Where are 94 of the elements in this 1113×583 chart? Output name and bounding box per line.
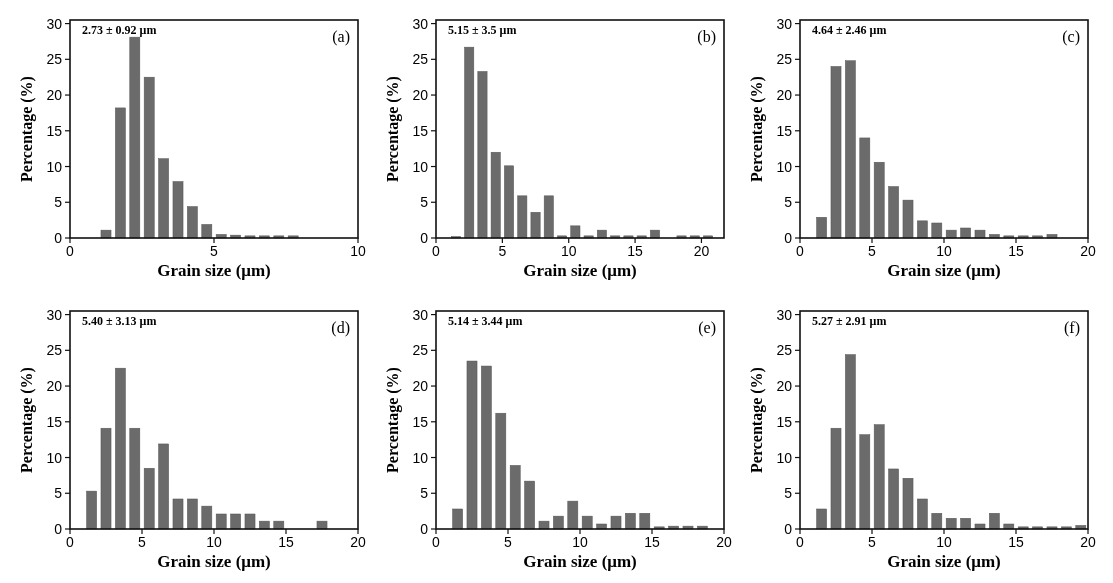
x-tick-label: 5	[210, 243, 219, 259]
x-axis-title: Grain size (μm)	[887, 261, 1001, 280]
annotation: (e)	[698, 319, 716, 337]
x-tick-label: 10	[206, 534, 222, 550]
y-tick-label: 15	[46, 122, 63, 139]
annotation: (c)	[1062, 28, 1080, 46]
y-tick-label: 25	[46, 51, 63, 68]
x-tick-label: 10	[560, 243, 577, 259]
x-tick-label: 20	[350, 534, 366, 550]
y-tick-label: 25	[776, 51, 793, 68]
annotation: (a)	[332, 28, 350, 46]
x-tick-label: 15	[644, 534, 660, 550]
y-tick-label: 0	[54, 230, 63, 246]
y-tick-label: 20	[46, 378, 63, 395]
annotation: 4.64 ± 2.46 μm	[812, 23, 887, 37]
annotation: (d)	[331, 319, 350, 337]
y-tick-label: 20	[412, 378, 429, 395]
y-tick-label: 15	[412, 413, 429, 430]
y-tick-label: 0	[784, 521, 793, 537]
x-tick-label: 15	[1008, 243, 1024, 259]
x-tick-label: 20	[693, 243, 710, 259]
x-tick-label: 0	[796, 243, 805, 259]
x-tick-label: 5	[504, 534, 513, 550]
y-tick-label: 5	[420, 485, 429, 502]
y-tick-label: 5	[54, 194, 63, 211]
y-axis-title: Percentage (%)	[748, 76, 766, 182]
y-tick-label: 5	[420, 194, 429, 211]
x-tick-label: 20	[1080, 243, 1096, 259]
x-tick-label: 10	[350, 243, 366, 259]
annotation: 5.15 ± 3.5 μm	[448, 23, 517, 37]
y-tick-label: 5	[784, 194, 793, 211]
y-tick-label: 30	[412, 15, 429, 32]
y-tick-label: 5	[54, 485, 63, 502]
x-tick-label: 10	[936, 534, 952, 550]
y-tick-label: 10	[46, 158, 63, 175]
y-tick-label: 10	[776, 449, 793, 466]
y-tick-label: 25	[46, 342, 63, 359]
x-tick-label: 15	[278, 534, 294, 550]
y-tick-label: 0	[784, 230, 793, 246]
x-tick-label: 20	[716, 534, 732, 550]
x-axis-title: Grain size (μm)	[887, 552, 1001, 571]
annotation: (f)	[1064, 319, 1080, 337]
y-tick-label: 0	[420, 230, 429, 246]
y-tick-label: 15	[776, 122, 793, 139]
y-tick-label: 30	[776, 306, 793, 323]
x-axis-title: Grain size (μm)	[523, 552, 637, 571]
x-axis-title: Grain size (μm)	[157, 261, 271, 280]
x-tick-label: 0	[66, 243, 75, 259]
x-tick-label: 10	[936, 243, 952, 259]
y-tick-label: 25	[412, 342, 429, 359]
y-tick-label: 20	[46, 87, 63, 104]
x-tick-label: 15	[627, 243, 644, 259]
y-tick-label: 10	[46, 449, 63, 466]
y-axis-title: Percentage (%)	[18, 76, 36, 182]
y-tick-label: 30	[776, 15, 793, 32]
x-tick-label: 15	[1008, 534, 1024, 550]
y-tick-label: 10	[776, 158, 793, 175]
y-tick-label: 30	[46, 15, 63, 32]
annotation: 5.40 ± 3.13 μm	[82, 314, 157, 328]
annotation: 5.27 ± 2.91 μm	[812, 314, 887, 328]
annotation: 5.14 ± 3.44 μm	[448, 314, 523, 328]
y-tick-label: 30	[412, 306, 429, 323]
y-axis-title: Percentage (%)	[18, 367, 36, 473]
x-tick-label: 5	[868, 243, 877, 259]
x-tick-label: 5	[138, 534, 147, 550]
y-tick-label: 0	[420, 521, 429, 537]
y-tick-label: 10	[412, 449, 429, 466]
y-tick-label: 20	[776, 378, 793, 395]
y-tick-label: 5	[784, 485, 793, 502]
annotation: (b)	[697, 28, 716, 46]
x-tick-label: 5	[868, 534, 877, 550]
y-tick-label: 20	[412, 87, 429, 104]
annotation: 2.73 ± 0.92 μm	[82, 23, 157, 37]
y-tick-label: 20	[776, 87, 793, 104]
x-axis-title: Grain size (μm)	[157, 552, 271, 571]
x-tick-label: 5	[498, 243, 507, 259]
y-tick-label: 10	[412, 158, 429, 175]
y-tick-label: 0	[54, 521, 63, 537]
y-tick-label: 30	[46, 306, 63, 323]
x-tick-label: 10	[572, 534, 588, 550]
y-axis-title: Percentage (%)	[748, 367, 766, 473]
y-tick-label: 15	[412, 122, 429, 139]
x-tick-label: 0	[66, 534, 75, 550]
x-tick-label: 0	[432, 243, 441, 259]
x-tick-label: 20	[1080, 534, 1096, 550]
x-axis-title: Grain size (μm)	[523, 261, 637, 280]
y-axis-title: Percentage (%)	[384, 367, 402, 473]
y-tick-label: 15	[46, 413, 63, 430]
y-tick-label: 25	[412, 51, 429, 68]
y-tick-label: 15	[776, 413, 793, 430]
x-tick-label: 0	[796, 534, 805, 550]
x-tick-label: 0	[432, 534, 441, 550]
y-tick-label: 25	[776, 342, 793, 359]
y-axis-title: Percentage (%)	[384, 76, 402, 182]
